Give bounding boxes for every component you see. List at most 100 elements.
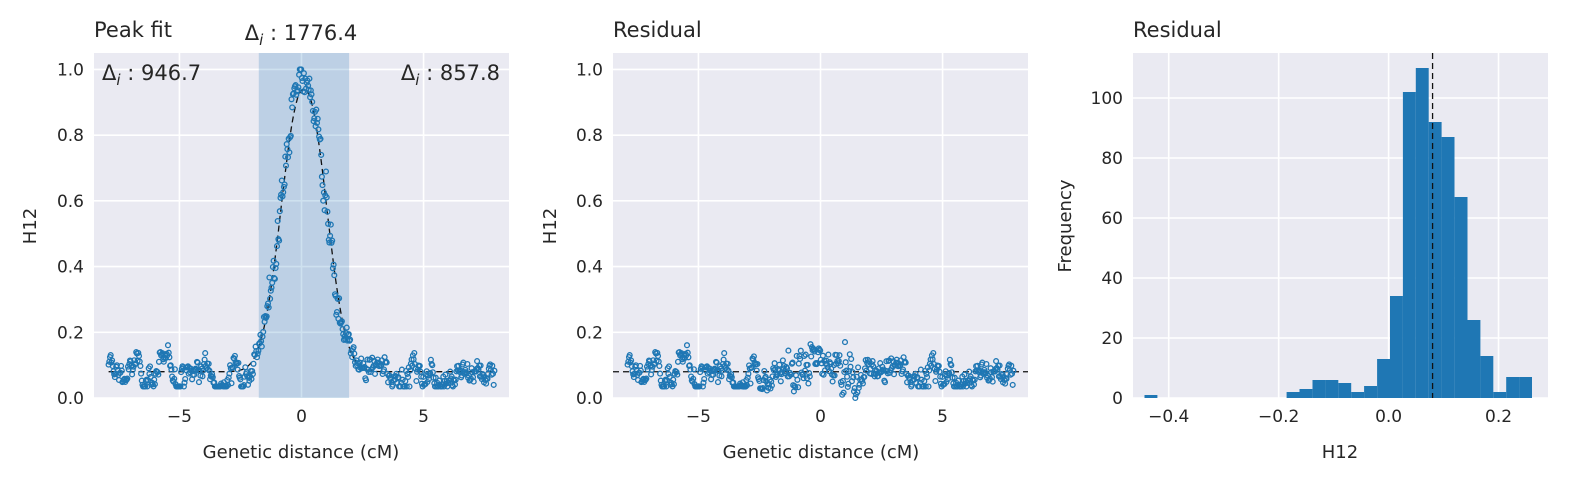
data-point [814,360,821,367]
data-point [932,377,939,385]
data-point [831,372,838,379]
y-tick-label: 0.2 [576,323,603,343]
data-point [720,356,727,363]
data-point [350,344,357,351]
data-point [850,374,857,381]
data-point [178,369,185,376]
data-point [129,366,136,373]
data-point [429,362,436,369]
data-point [135,352,143,360]
data-point [806,370,813,377]
chart-title: Residual [613,18,702,42]
data-point [317,135,324,142]
data-point [329,265,336,272]
data-point [309,98,316,105]
data-point [851,385,858,392]
data-point [155,371,162,378]
data-point [789,359,796,366]
data-point [298,74,305,82]
data-point [164,342,172,349]
data-point [926,367,933,374]
data-point [240,382,247,389]
data-point [971,376,978,383]
data-point [654,352,662,360]
data-point [201,356,208,363]
data-point [767,385,774,392]
data-point [670,381,677,388]
data-point [728,371,735,378]
data-point [819,352,826,359]
delta-annotation-left: Δi : 946.7 [102,61,201,89]
data-point [687,366,694,373]
data-point [890,371,898,378]
data-point [829,378,836,385]
plot-area [1133,53,1548,398]
y-tick-label: 1.0 [576,60,603,80]
data-point [843,367,850,374]
data-point [844,373,851,380]
data-point [343,324,350,331]
data-point [429,369,436,376]
data-point [177,383,184,390]
data-point [489,362,496,369]
data-point [180,383,187,390]
x-tick-label: 5 [418,407,429,427]
data-point [753,367,760,374]
data-point [137,362,144,370]
data-point [948,362,955,369]
data-points [624,339,1017,402]
grid-lines [1133,53,1548,399]
histogram-bar [1415,68,1429,398]
data-point [225,374,232,381]
data-point [657,370,664,377]
data-point [276,237,283,244]
data-point [823,357,830,364]
data-point [320,197,327,204]
data-point [674,371,681,378]
data-point [700,379,707,386]
data-point [921,378,928,385]
x-axis-label: Genetic distance (cM) [203,442,400,463]
data-point [1010,367,1017,374]
histogram-bar [1402,92,1416,398]
data-point [254,350,261,357]
data-point [413,377,420,385]
data-point [656,362,663,370]
data-point [403,383,410,390]
data-point [643,375,650,382]
data-point [745,370,752,377]
data-point [331,272,338,279]
data-point [855,384,862,391]
data-point [914,374,921,381]
data-point [231,355,238,362]
data-point [231,352,238,359]
x-tick-label: −5 [167,407,192,427]
y-tick-label: 40 [1101,269,1123,289]
data-point [817,347,824,354]
data-point [405,373,412,381]
data-point [124,375,131,382]
y-tick-label: 20 [1101,329,1123,349]
data-point [793,352,800,359]
chart-title: Peak fit [94,18,172,42]
data-point [347,336,354,343]
data-point [690,366,697,373]
data-point [329,237,336,244]
histogram-bar [1428,122,1442,398]
data-point [267,295,274,302]
data-point [491,367,498,374]
data-point [135,349,142,356]
data-point [273,260,280,267]
data-point [750,353,757,360]
data-point [351,350,358,357]
histogram-bar [1493,392,1507,398]
data-point [626,352,633,359]
histogram-bar [1519,377,1532,398]
data-point [842,359,849,366]
data-point [202,350,209,357]
data-point [648,366,655,373]
histogram-bar [1480,356,1494,398]
histogram-bar [1364,386,1377,398]
data-point [168,366,175,373]
data-point [253,354,261,361]
